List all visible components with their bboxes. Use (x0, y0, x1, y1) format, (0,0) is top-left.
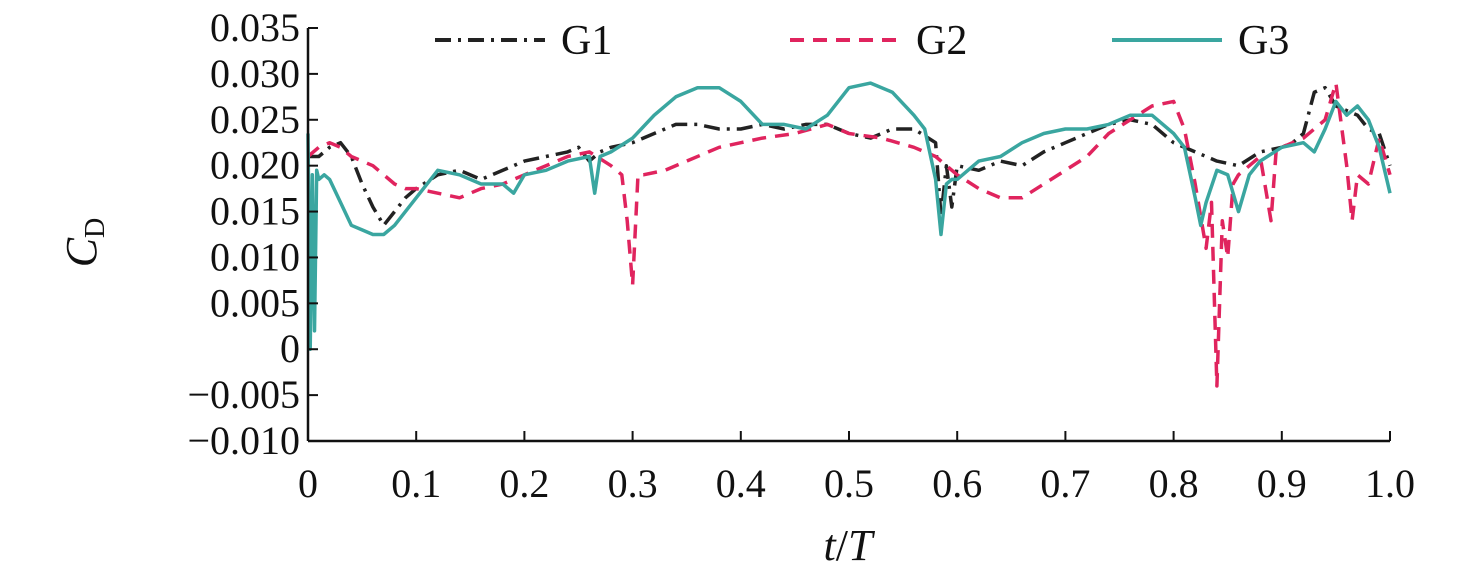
x-axis-label-separator: / (836, 521, 849, 570)
x-axis-label: t/T (824, 521, 876, 570)
y-tick-label: 0.015 (210, 189, 300, 234)
y-tick-label: 0.020 (210, 143, 300, 188)
series-line-g1 (308, 85, 1392, 228)
y-ticks: 0.0350.0300.0250.0200.0150.0100.0050−0.0… (187, 5, 318, 463)
x-tick-label: 1.0 (1365, 461, 1415, 506)
x-tick-label: 0 (298, 461, 318, 506)
y-tick-label: −0.005 (187, 372, 300, 417)
x-tick-label: 0.6 (932, 461, 982, 506)
x-tick-label: 0.2 (499, 461, 549, 506)
legend-label-g1: G1 (561, 18, 612, 64)
x-ticks: 0 0.1 0.2 0.3 0.4 0.5 0.6 0.7 0.8 0.9 1.0 (298, 431, 1415, 506)
y-tick-label: 0.030 (210, 51, 300, 96)
legend-label-g2: G2 (916, 18, 967, 64)
x-tick-label: 0.4 (716, 461, 766, 506)
x-tick-label: 0.7 (1040, 461, 1090, 506)
x-tick-label: 0.9 (1257, 461, 1307, 506)
series-layer (306, 81, 1392, 388)
y-tick-label: 0.010 (210, 234, 300, 279)
x-tick-label: 0.3 (608, 461, 658, 506)
legend: G1 G2 G3 (435, 18, 1289, 64)
x-tick-label: 0.5 (824, 461, 874, 506)
y-axis-label-main: C (57, 237, 106, 267)
y-tick-label: 0 (280, 326, 300, 371)
x-tick-label: 0.8 (1149, 461, 1199, 506)
x-axis-label-sub: T (848, 521, 876, 570)
x-tick-label: 0.1 (391, 461, 441, 506)
y-tick-label: 0.025 (210, 97, 300, 142)
y-tick-label: −0.010 (187, 418, 300, 463)
y-tick-label: 0.005 (210, 280, 300, 325)
y-axis-label: CD (57, 218, 111, 268)
x-axis-label-main: t (824, 521, 838, 570)
legend-label-g3: G3 (1238, 18, 1289, 64)
y-tick-label: 0.035 (210, 5, 300, 50)
y-axis-label-subscript: D (80, 218, 111, 238)
series-line-g3 (306, 81, 1392, 351)
series-line-g2 (306, 81, 1392, 388)
